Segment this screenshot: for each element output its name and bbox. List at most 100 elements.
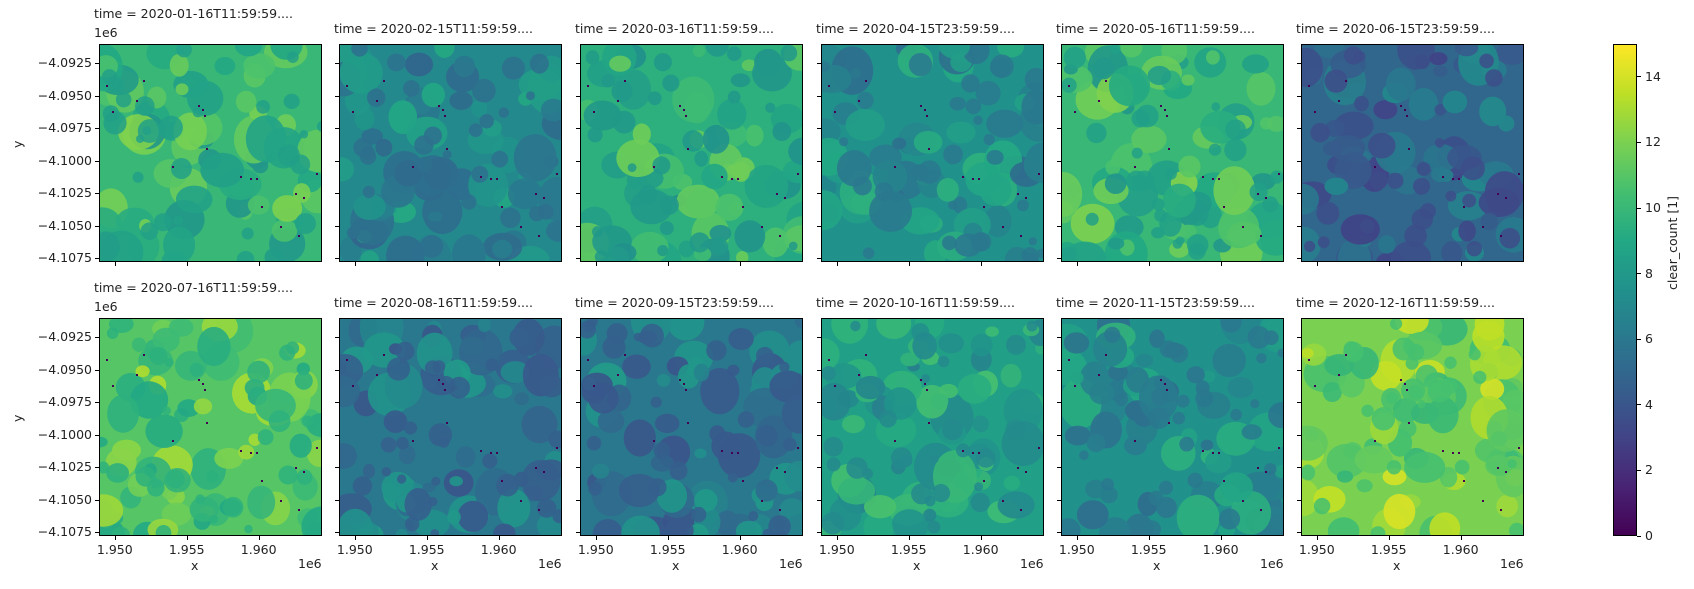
y-tick-mark	[95, 369, 99, 371]
y-tick-label: −4.0950	[37, 87, 92, 103]
y-tick-mark	[95, 225, 99, 227]
heatmap-raster	[340, 319, 561, 535]
y-tick-mark	[1057, 337, 1061, 339]
y-tick-label: −4.0925	[37, 55, 92, 71]
y-tick-mark	[335, 225, 339, 227]
heatmap-panel	[821, 318, 1044, 536]
colorbar-tick-mark	[1637, 404, 1641, 406]
colorbar-tick-label: 6	[1645, 331, 1653, 347]
colorbar-tick-mark	[1637, 207, 1641, 209]
x-tick-mark	[739, 262, 741, 266]
y-tick-mark	[1057, 369, 1061, 371]
panel-title: time = 2020-12-16T11:59:59....	[1296, 295, 1495, 310]
x-tick-mark	[836, 262, 838, 266]
y-tick-mark	[335, 369, 339, 371]
x-tick-mark	[1316, 536, 1318, 540]
panel-title: time = 2020-06-15T23:59:59....	[1296, 21, 1495, 36]
heatmap-raster	[1302, 45, 1523, 261]
y-tick-mark	[1057, 467, 1061, 469]
x-tick-label: 1.960	[962, 542, 999, 557]
heatmap-raster	[1062, 319, 1283, 535]
y-tick-mark	[817, 402, 821, 404]
x-tick-mark	[1076, 536, 1078, 540]
y-tick-mark	[95, 63, 99, 65]
y-tick-mark	[335, 193, 339, 195]
x-tick-mark	[1460, 536, 1462, 540]
y-tick-mark	[95, 434, 99, 436]
x-tick-mark	[908, 536, 910, 540]
y-offset-text: 1e6	[94, 299, 118, 314]
heatmap-raster	[822, 319, 1043, 535]
panel-title: time = 2020-03-16T11:59:59....	[575, 21, 774, 36]
heatmap-raster	[1302, 319, 1523, 535]
x-tick-mark	[1388, 536, 1390, 540]
colorbar-gradient	[1614, 45, 1636, 535]
y-tick-label: −4.1075	[37, 524, 92, 540]
y-tick-mark	[817, 258, 821, 260]
y-tick-mark	[576, 337, 580, 339]
panel-title: time = 2020-04-15T23:59:59....	[816, 21, 1015, 36]
x-tick-label: 1.960	[1202, 542, 1239, 557]
x-tick-mark	[498, 536, 500, 540]
colorbar-tick-label: 10	[1645, 200, 1661, 215]
y-tick-mark	[817, 369, 821, 371]
x-axis-label: x	[1393, 558, 1401, 573]
x-offset-text: 1e6	[298, 556, 322, 571]
y-tick-mark	[1057, 160, 1061, 162]
x-tick-mark	[1316, 262, 1318, 266]
y-tick-mark	[576, 258, 580, 260]
heatmap-panel	[1061, 44, 1284, 262]
heatmap-raster	[822, 45, 1043, 261]
y-tick-mark	[1297, 128, 1301, 130]
heatmap-panel	[1061, 318, 1284, 536]
x-tick-mark	[354, 536, 356, 540]
y-tick-mark	[335, 499, 339, 501]
x-tick-mark	[186, 262, 188, 266]
y-tick-label: −4.1000	[37, 152, 92, 168]
x-tick-mark	[1460, 262, 1462, 266]
heatmap-raster	[581, 45, 802, 261]
panel-title: time = 2020-09-15T23:59:59....	[575, 295, 774, 310]
colorbar-label: clear_count [1]	[1665, 195, 1680, 290]
x-tick-mark	[258, 536, 260, 540]
heatmap-raster	[100, 319, 321, 535]
x-tick-label: 1.960	[480, 542, 517, 557]
colorbar-tick-mark	[1637, 76, 1641, 78]
x-offset-text: 1e6	[538, 556, 562, 571]
heatmap-panel	[580, 318, 803, 536]
x-tick-mark	[667, 536, 669, 540]
x-tick-mark	[980, 536, 982, 540]
y-tick-mark	[95, 160, 99, 162]
x-offset-text: 1e6	[1020, 556, 1044, 571]
x-offset-text: 1e6	[779, 556, 803, 571]
colorbar	[1613, 44, 1637, 536]
y-tick-mark	[335, 532, 339, 534]
y-tick-mark	[817, 434, 821, 436]
x-tick-label: 1.960	[1442, 542, 1479, 557]
x-tick-label: 1.950	[1298, 542, 1335, 557]
x-tick-mark	[426, 536, 428, 540]
y-tick-mark	[576, 434, 580, 436]
colorbar-tick-mark	[1637, 469, 1641, 471]
y-tick-label: −4.1025	[37, 185, 92, 201]
panel-title: time = 2020-02-15T11:59:59....	[334, 21, 533, 36]
y-tick-mark	[817, 337, 821, 339]
y-tick-mark	[335, 258, 339, 260]
y-tick-mark	[335, 467, 339, 469]
y-tick-mark	[1057, 225, 1061, 227]
y-tick-mark	[95, 193, 99, 195]
panel-title: time = 2020-07-16T11:59:59....	[94, 280, 293, 295]
y-tick-label: −4.1000	[37, 426, 92, 442]
x-tick-label: 1.955	[1370, 542, 1407, 557]
colorbar-tick-mark	[1637, 273, 1641, 275]
y-tick-mark	[576, 402, 580, 404]
y-tick-mark	[1297, 95, 1301, 97]
y-tick-mark	[1297, 434, 1301, 436]
x-tick-label: 1.960	[721, 542, 758, 557]
panel-title: time = 2020-05-16T11:59:59....	[1056, 21, 1255, 36]
x-tick-label: 1.955	[1130, 542, 1167, 557]
y-tick-mark	[1297, 193, 1301, 195]
y-tick-label: −4.1050	[37, 491, 92, 507]
x-offset-text: 1e6	[1260, 556, 1284, 571]
heatmap-panel	[1301, 44, 1524, 262]
